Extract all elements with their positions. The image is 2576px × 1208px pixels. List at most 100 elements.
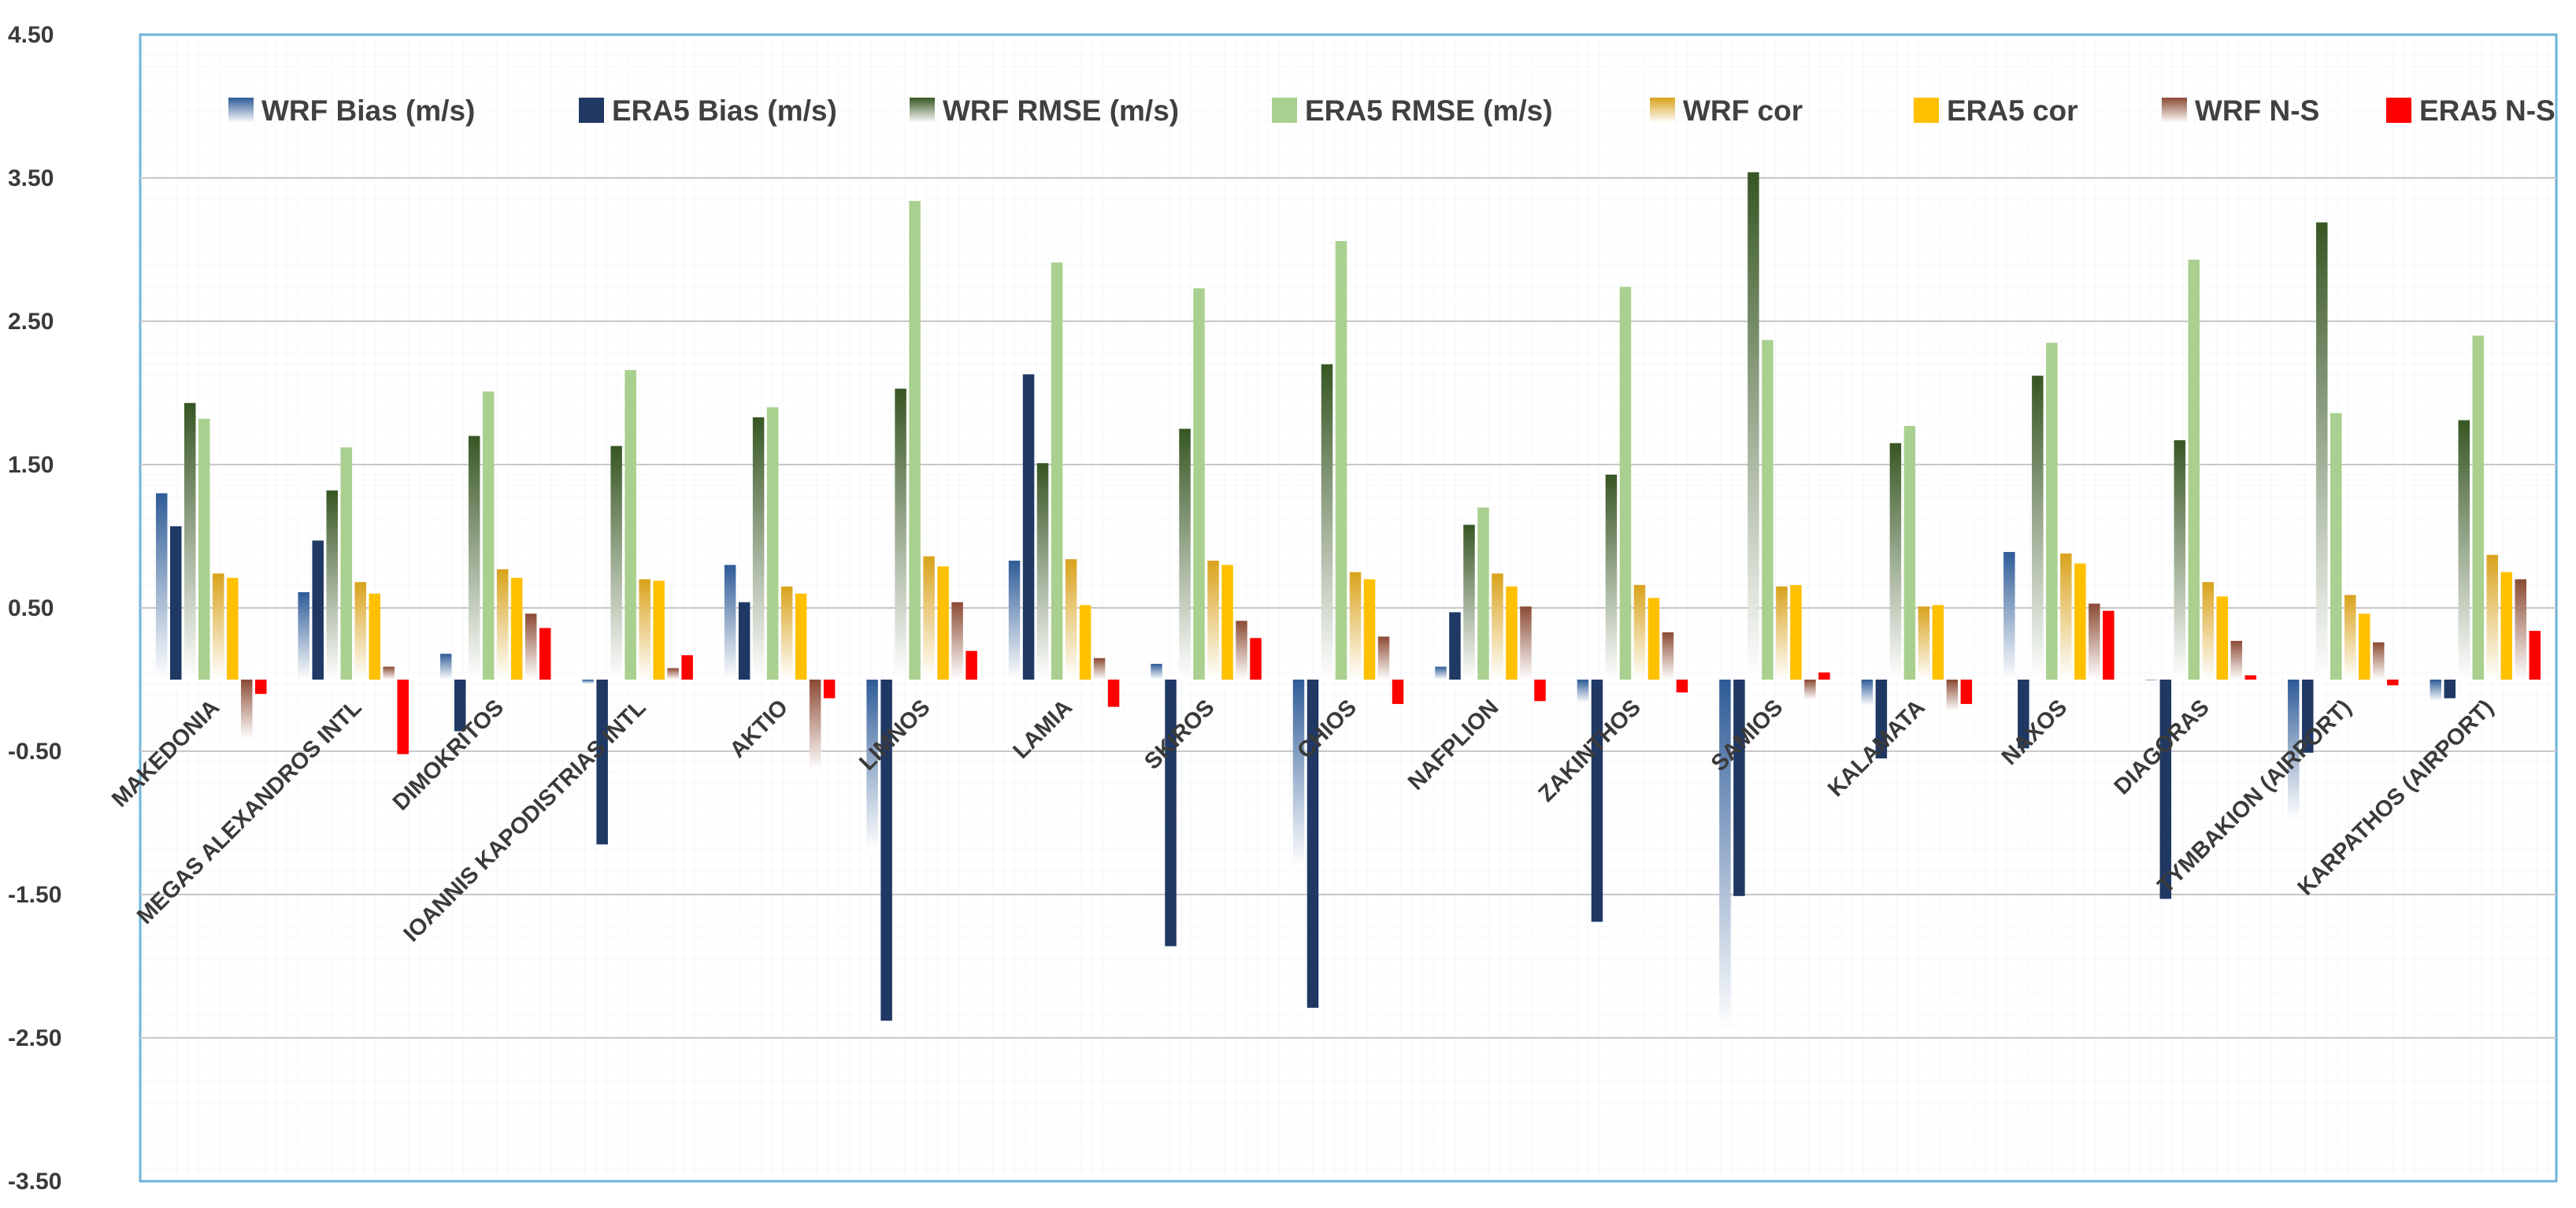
bar bbox=[2032, 376, 2044, 680]
y-tick-label: -0.50 bbox=[8, 739, 61, 765]
y-tick-label: -2.50 bbox=[8, 1025, 61, 1051]
bar bbox=[439, 654, 452, 680]
bar bbox=[610, 446, 622, 680]
bar bbox=[2302, 680, 2314, 753]
bar bbox=[1463, 524, 1475, 680]
bar bbox=[1776, 586, 1788, 680]
bar bbox=[1292, 680, 1305, 866]
bar bbox=[1733, 680, 1745, 896]
bar bbox=[1435, 666, 1447, 680]
y-axis-ticks: 4.50 3.50 2.50 1.50 0.50 -0.50 -1.50 -2.50 -3.50 bbox=[8, 22, 61, 1195]
bar bbox=[1165, 680, 1177, 947]
bar bbox=[1790, 584, 1802, 680]
bar bbox=[1804, 680, 1816, 700]
bar bbox=[625, 369, 636, 680]
legend-label: WRF RMSE (m/s) bbox=[943, 94, 1179, 127]
bar bbox=[169, 526, 182, 680]
legend-swatch bbox=[228, 98, 254, 123]
legend-swatch bbox=[1914, 98, 1939, 123]
bar bbox=[639, 579, 650, 680]
bar bbox=[582, 680, 594, 684]
bar bbox=[2174, 440, 2186, 680]
bar bbox=[1363, 579, 1376, 680]
bar bbox=[752, 417, 765, 680]
bar bbox=[2458, 420, 2470, 680]
bar bbox=[1051, 262, 1063, 680]
bar bbox=[183, 402, 196, 680]
bar bbox=[1492, 573, 1503, 680]
bar bbox=[1107, 680, 1120, 707]
bar bbox=[2344, 595, 2356, 680]
legend-swatch bbox=[579, 98, 604, 123]
bar bbox=[2288, 680, 2300, 821]
bar bbox=[1221, 565, 1233, 680]
bar bbox=[951, 602, 963, 680]
bar bbox=[326, 490, 338, 680]
bar bbox=[1719, 680, 1731, 1031]
bar bbox=[2230, 640, 2243, 680]
bar bbox=[1960, 680, 1973, 704]
bar bbox=[369, 593, 380, 680]
bar bbox=[198, 418, 210, 680]
legend-swatch bbox=[2162, 98, 2187, 123]
legend-label: ERA5 N-S bbox=[2419, 94, 2556, 127]
bar bbox=[1762, 339, 1774, 680]
y-tick-label: 1.50 bbox=[8, 452, 54, 478]
bar bbox=[454, 680, 466, 732]
bar bbox=[1577, 680, 1589, 703]
bar bbox=[2018, 680, 2029, 749]
legend-swatch bbox=[1272, 98, 1297, 123]
legend: WRF Bias (m/s) ERA5 Bias (m/s) WRF RMSE (m… bbox=[228, 94, 2556, 127]
bar bbox=[524, 613, 537, 680]
bar bbox=[2373, 642, 2385, 680]
bar bbox=[2515, 579, 2527, 680]
bar bbox=[1477, 507, 1489, 680]
bar bbox=[1676, 680, 1688, 693]
bar bbox=[240, 680, 253, 739]
bar bbox=[1079, 605, 1092, 680]
bar bbox=[312, 540, 324, 680]
bar bbox=[1946, 680, 1959, 712]
bar bbox=[496, 569, 509, 680]
bar bbox=[766, 407, 779, 680]
bar bbox=[1250, 638, 1262, 680]
bar bbox=[2316, 222, 2328, 680]
bar bbox=[1662, 632, 1674, 680]
bar bbox=[2003, 552, 2015, 680]
bar bbox=[482, 391, 495, 680]
bar bbox=[226, 577, 239, 680]
y-tick-label: -3.50 bbox=[8, 1169, 61, 1195]
bar bbox=[1903, 425, 1916, 680]
bar bbox=[2387, 680, 2399, 686]
bar bbox=[155, 493, 168, 680]
y-tick-label: 0.50 bbox=[8, 595, 54, 621]
bar bbox=[1036, 463, 1049, 680]
bar bbox=[2330, 413, 2342, 680]
bar bbox=[2486, 554, 2499, 680]
bar bbox=[354, 582, 366, 680]
bar bbox=[667, 668, 679, 680]
bar bbox=[1861, 680, 1874, 706]
bar bbox=[468, 435, 480, 680]
legend-swatch bbox=[1650, 98, 1675, 123]
bar bbox=[539, 628, 551, 680]
bar bbox=[1648, 598, 1660, 680]
bar bbox=[2500, 572, 2513, 680]
legend-label: ERA5 RMSE (m/s) bbox=[1305, 94, 1553, 127]
bar bbox=[823, 680, 836, 698]
bar bbox=[254, 680, 267, 695]
bar bbox=[880, 680, 892, 1021]
bar bbox=[1449, 612, 1461, 680]
bar bbox=[1349, 572, 1362, 680]
bar bbox=[2359, 613, 2370, 680]
bar bbox=[340, 447, 352, 680]
bar bbox=[1520, 606, 1532, 680]
bar bbox=[1179, 428, 1191, 680]
bar bbox=[937, 566, 949, 680]
bars bbox=[155, 172, 2541, 1031]
bar bbox=[2074, 563, 2086, 680]
y-tick-label: 2.50 bbox=[8, 309, 54, 335]
bar bbox=[2060, 553, 2072, 680]
legend-label: ERA5 cor bbox=[1947, 94, 2078, 127]
